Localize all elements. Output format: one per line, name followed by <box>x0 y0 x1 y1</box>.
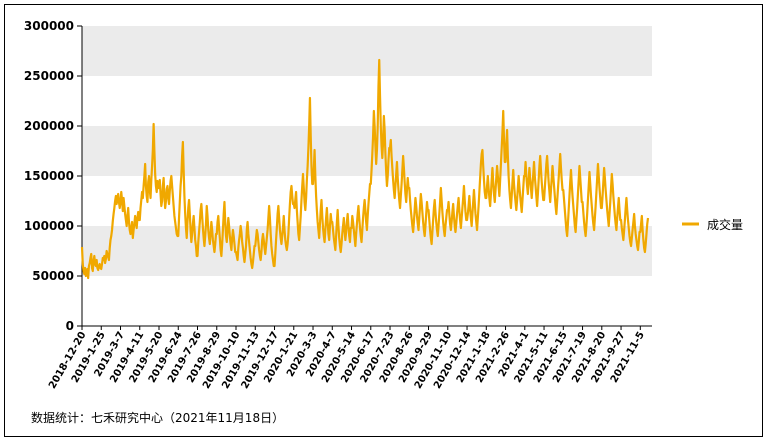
x-axis: 2018-12-202019-1-252019-3-72019-4-112019… <box>47 325 652 391</box>
y-axis: 0 50000 100000 150000 200000 250000 300000 <box>24 19 83 333</box>
grid-bands <box>82 26 652 276</box>
grid-band <box>82 26 652 76</box>
legend: 成交量 <box>682 217 743 232</box>
chart-svg: 0 50000 100000 150000 200000 250000 300000 201… <box>24 19 743 391</box>
y-tick-label: 150000 <box>24 169 74 183</box>
series-layer <box>80 58 650 280</box>
legend-label: 成交量 <box>707 217 743 232</box>
series-line-volume <box>80 58 650 280</box>
y-tick-label: 100000 <box>24 219 74 233</box>
y-tick-label: 300000 <box>24 19 74 33</box>
source-note: 数据统计：七禾研究中心（2021年11月18日） <box>31 411 285 425</box>
y-tick-label: 200000 <box>24 119 74 133</box>
y-tick-label: 0 <box>66 319 74 333</box>
chart-frame: 0 50000 100000 150000 200000 250000 300000 201… <box>4 4 763 437</box>
grid-band <box>82 126 652 176</box>
y-tick-label: 250000 <box>24 69 74 83</box>
y-tick-label: 50000 <box>32 269 74 283</box>
